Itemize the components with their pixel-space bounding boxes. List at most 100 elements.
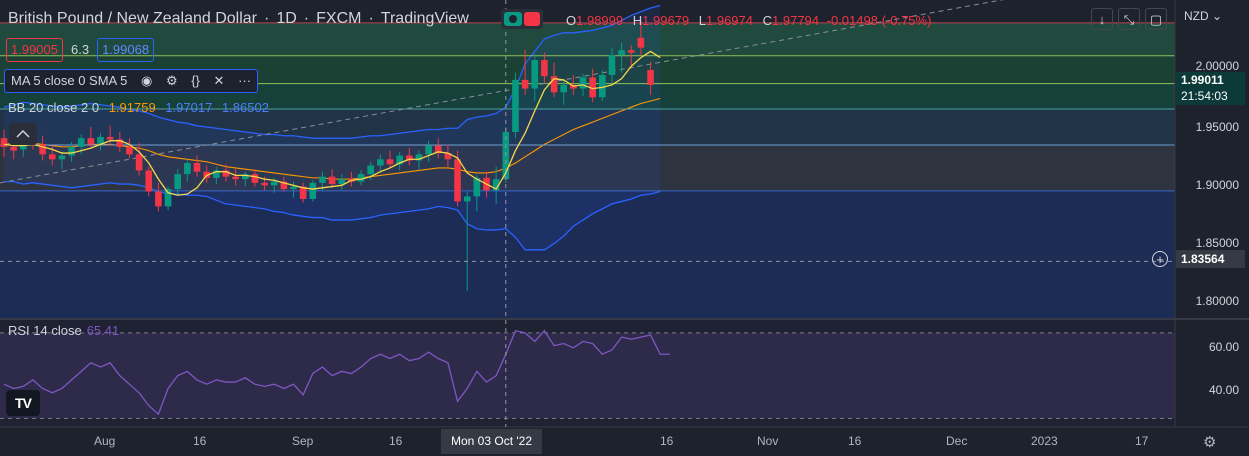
candle[interactable] (531, 53, 539, 101)
symbol-name[interactable]: British Pound / New Zealand Dollar (8, 10, 258, 27)
candle[interactable] (560, 79, 567, 105)
candle[interactable] (328, 169, 336, 188)
candle[interactable] (213, 166, 220, 185)
candle[interactable] (97, 133, 104, 151)
candle[interactable] (357, 170, 365, 186)
fullscreen-icon[interactable]: ▢ (1145, 8, 1167, 30)
candle[interactable] (492, 166, 500, 204)
candle[interactable] (338, 174, 346, 191)
candle[interactable] (126, 138, 133, 159)
braces-icon[interactable]: {} (191, 73, 200, 88)
spread-value: 6.3 (71, 42, 90, 57)
candle-body (579, 77, 587, 89)
candle[interactable] (608, 47, 616, 85)
collapse-legend-button[interactable] (9, 123, 37, 145)
candle[interactable] (396, 151, 403, 171)
candle[interactable] (222, 164, 230, 182)
candle[interactable] (550, 62, 558, 98)
candle[interactable] (454, 150, 461, 207)
time-tick-label: Sep (292, 434, 314, 448)
rsi-band-fill (0, 332, 1175, 419)
candle-body (521, 79, 529, 89)
expand-icon[interactable]: ⤡ (1118, 8, 1140, 30)
candle-body (261, 182, 268, 186)
candle[interactable] (155, 182, 162, 212)
candle[interactable] (106, 125, 114, 146)
bb-legend[interactable]: BB 20 close 2 0 1.91759 1.97017 1.86502 (8, 100, 269, 115)
candle[interactable] (512, 72, 519, 139)
bb-lower-line (4, 180, 661, 251)
candle[interactable] (290, 181, 297, 198)
chevron-up-icon (16, 129, 30, 138)
price-tick-label: 1.85000 (1195, 236, 1239, 250)
candle[interactable] (599, 70, 606, 101)
candle[interactable] (184, 159, 191, 182)
candle[interactable] (406, 148, 413, 166)
candle[interactable] (444, 144, 452, 167)
candle[interactable] (309, 180, 317, 202)
bb-lower-value: 1.86502 (221, 100, 269, 115)
candle[interactable] (58, 151, 66, 170)
trendline[interactable] (0, 0, 1175, 184)
candle[interactable] (164, 186, 172, 211)
candle[interactable] (473, 175, 481, 212)
candle-body (97, 136, 104, 145)
candle[interactable] (463, 191, 471, 291)
candle[interactable] (386, 150, 394, 168)
candle[interactable] (232, 167, 239, 186)
candle[interactable] (116, 132, 124, 152)
candle[interactable] (241, 171, 249, 187)
candle[interactable] (618, 42, 625, 73)
tradingview-logo[interactable]: TV (6, 390, 40, 416)
plus-icon[interactable]: + (1152, 251, 1168, 267)
close-icon[interactable]: ✕ (213, 73, 225, 88)
candle[interactable] (39, 135, 46, 161)
time-tick-label: 16 (848, 434, 862, 448)
candle[interactable] (589, 68, 596, 103)
candles-layer[interactable] (0, 20, 654, 291)
candle[interactable] (541, 52, 548, 84)
candle-body (280, 181, 288, 190)
candle[interactable] (87, 127, 95, 149)
candle[interactable] (434, 138, 442, 159)
candle[interactable] (377, 154, 384, 173)
eye-icon[interactable]: ◉ (140, 73, 153, 88)
candle-body (290, 186, 297, 190)
rsi-pane[interactable] (0, 320, 1175, 427)
candle[interactable] (627, 45, 635, 69)
rsi-legend[interactable]: RSI 14 close 65.41 (8, 323, 119, 338)
candle[interactable] (174, 169, 181, 196)
candle[interactable] (251, 169, 259, 187)
settings-icon[interactable]: ⚙ (1203, 434, 1217, 451)
sell-button[interactable]: 1.99005 (6, 38, 63, 62)
title-sep: · (368, 10, 374, 27)
market-status-toggle[interactable] (501, 9, 543, 29)
title-sep: · (264, 10, 270, 27)
candle[interactable] (135, 143, 143, 176)
candle-body (145, 170, 153, 192)
bb-label: BB 20 close 2 0 (8, 100, 100, 115)
crosshair-layer (0, 0, 1175, 427)
buy-button[interactable]: 1.99068 (97, 38, 155, 62)
candle[interactable] (425, 140, 432, 162)
candle[interactable] (521, 50, 529, 95)
rsi-tick-label: 40.00 (1208, 383, 1239, 397)
candle[interactable] (0, 129, 8, 157)
arrow-down-icon[interactable]: ↓ (1091, 8, 1113, 30)
gear-icon[interactable]: ⚙ (165, 73, 178, 88)
candle[interactable] (647, 61, 654, 96)
broker-label: FXCM (316, 10, 362, 27)
candle[interactable] (280, 176, 288, 192)
candle[interactable] (68, 141, 75, 162)
interval-label[interactable]: 1D (276, 10, 297, 27)
candle-body (87, 138, 95, 145)
candle[interactable] (145, 166, 153, 197)
candle[interactable] (193, 155, 201, 177)
more-icon[interactable]: ··· (238, 73, 252, 88)
currency-selector[interactable]: NZD ⌄ (1184, 9, 1222, 23)
candle[interactable] (637, 20, 645, 56)
ma-legend[interactable]: MA 5 close 0 SMA 5 ◉ ⚙ {} ✕ ··· (4, 69, 259, 93)
price-zone (0, 109, 1175, 146)
candle[interactable] (299, 182, 307, 203)
